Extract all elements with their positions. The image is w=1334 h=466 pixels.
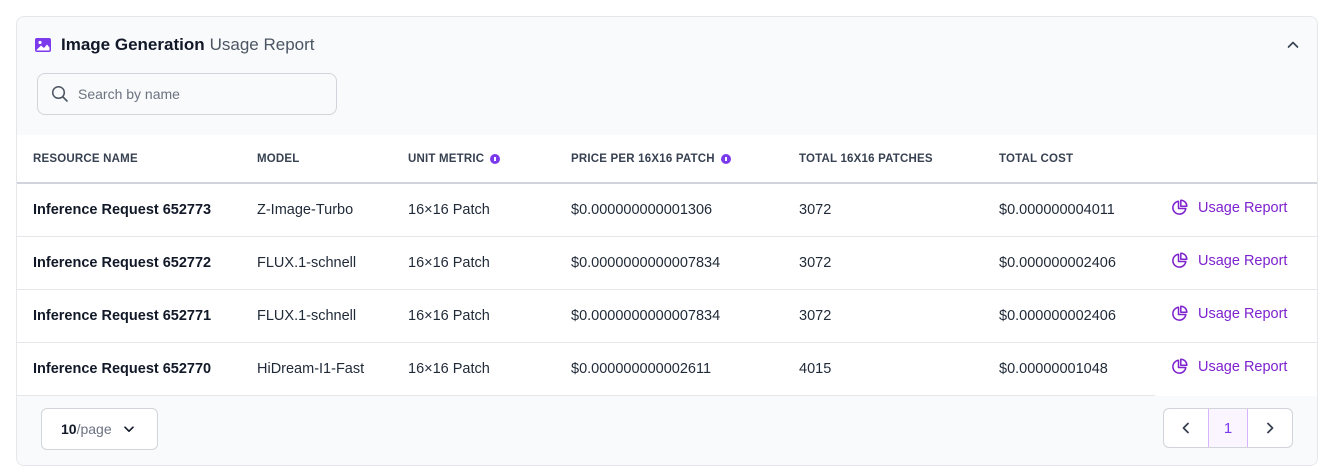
column-header-total-patches: TOTAL 16X16 PATCHES xyxy=(783,135,983,184)
cell-resource-name: Inference Request 652773 xyxy=(17,183,241,237)
cell-unit-metric: 16×16 Patch xyxy=(392,236,555,290)
info-icon[interactable] xyxy=(490,153,501,164)
page-size-select[interactable]: 10 /page xyxy=(41,408,158,450)
usage-report-card: Image Generation Usage Report RESOURCE N… xyxy=(16,16,1318,466)
table-header-row: RESOURCE NAME MODEL UNIT METRIC PRICE PE… xyxy=(17,135,1317,184)
cell-unit-metric: 16×16 Patch xyxy=(392,183,555,237)
table-row: Inference Request 652771 FLUX.1-schnell … xyxy=(17,289,1317,343)
cell-model: Z-Image-Turbo xyxy=(241,183,392,237)
table-row: Inference Request 652770 HiDream-I1-Fast… xyxy=(17,342,1317,396)
search-icon xyxy=(51,85,69,103)
usage-table: RESOURCE NAME MODEL UNIT METRIC PRICE PE… xyxy=(17,135,1317,396)
page-subtitle: Usage Report xyxy=(209,35,315,54)
search-field[interactable] xyxy=(37,73,337,115)
column-header-resource-name: RESOURCE NAME xyxy=(17,135,241,184)
cell-total-cost: $0.00000001048 xyxy=(983,342,1155,396)
cell-model: HiDream-I1-Fast xyxy=(241,342,392,396)
chevron-right-icon xyxy=(1267,422,1274,434)
page-size-suffix: /page xyxy=(76,421,112,437)
chevron-down-icon xyxy=(122,422,136,436)
column-header-actions xyxy=(1155,135,1317,184)
cell-action: Usage Report xyxy=(1155,289,1317,343)
column-header-model: MODEL xyxy=(241,135,392,184)
cell-model: FLUX.1-schnell xyxy=(241,289,392,343)
cell-total-cost: $0.000000002406 xyxy=(983,289,1155,343)
pie-chart-icon xyxy=(1172,305,1188,321)
cell-unit-metric: 16×16 Patch xyxy=(392,342,555,396)
image-icon xyxy=(34,36,52,54)
next-page-button[interactable] xyxy=(1248,409,1292,447)
page-size-value: 10 xyxy=(61,421,77,437)
cell-action: Usage Report xyxy=(1155,342,1317,395)
cell-model: FLUX.1-schnell xyxy=(241,236,392,290)
info-icon[interactable] xyxy=(720,153,731,164)
cell-resource-name: Inference Request 652770 xyxy=(17,342,241,396)
cell-unit-metric: 16×16 Patch xyxy=(392,289,555,343)
cell-price: $0.0000000000007834 xyxy=(555,289,783,343)
usage-report-link[interactable]: Usage Report xyxy=(1171,358,1287,375)
table-row: Inference Request 652772 FLUX.1-schnell … xyxy=(17,236,1317,290)
cell-total-cost: $0.000000002406 xyxy=(983,236,1155,290)
pagination: 1 xyxy=(1163,408,1293,448)
usage-report-link[interactable]: Usage Report xyxy=(1171,252,1287,269)
chevron-left-icon xyxy=(1182,422,1189,434)
previous-page-button[interactable] xyxy=(1164,409,1208,447)
cell-resource-name: Inference Request 652771 xyxy=(17,289,241,343)
cell-price: $0.000000000002611 xyxy=(555,342,783,396)
cell-total-patches: 4015 xyxy=(783,342,983,396)
table-row: Inference Request 652773 Z-Image-Turbo 1… xyxy=(17,183,1317,237)
cell-total-patches: 3072 xyxy=(783,289,983,343)
column-header-unit-metric: UNIT METRIC xyxy=(392,135,555,184)
page-title: Image Generation xyxy=(61,35,205,54)
cell-total-patches: 3072 xyxy=(783,236,983,290)
column-header-total-cost: TOTAL COST xyxy=(983,135,1155,184)
column-header-price: PRICE PER 16X16 PATCH xyxy=(555,135,783,184)
cell-total-patches: 3072 xyxy=(783,183,983,237)
cell-price: $0.0000000000007834 xyxy=(555,236,783,290)
cell-resource-name: Inference Request 652772 xyxy=(17,236,241,290)
pie-chart-icon xyxy=(1172,358,1188,375)
card-header[interactable]: Image Generation Usage Report xyxy=(17,17,1317,73)
cell-action: Usage Report xyxy=(1155,236,1317,290)
page-button-current[interactable]: 1 xyxy=(1208,409,1248,447)
chevron-up-icon[interactable] xyxy=(1283,35,1303,55)
table-footer: 10 /page 1 xyxy=(17,400,1317,465)
pie-chart-icon xyxy=(1172,199,1188,216)
cell-action: Usage Report xyxy=(1155,183,1317,237)
cell-price: $0.000000000001306 xyxy=(555,183,783,237)
usage-report-link[interactable]: Usage Report xyxy=(1171,305,1287,322)
search-input[interactable] xyxy=(78,86,318,102)
pie-chart-icon xyxy=(1172,252,1188,268)
usage-report-link[interactable]: Usage Report xyxy=(1171,199,1287,216)
cell-total-cost: $0.000000004011 xyxy=(983,183,1155,237)
